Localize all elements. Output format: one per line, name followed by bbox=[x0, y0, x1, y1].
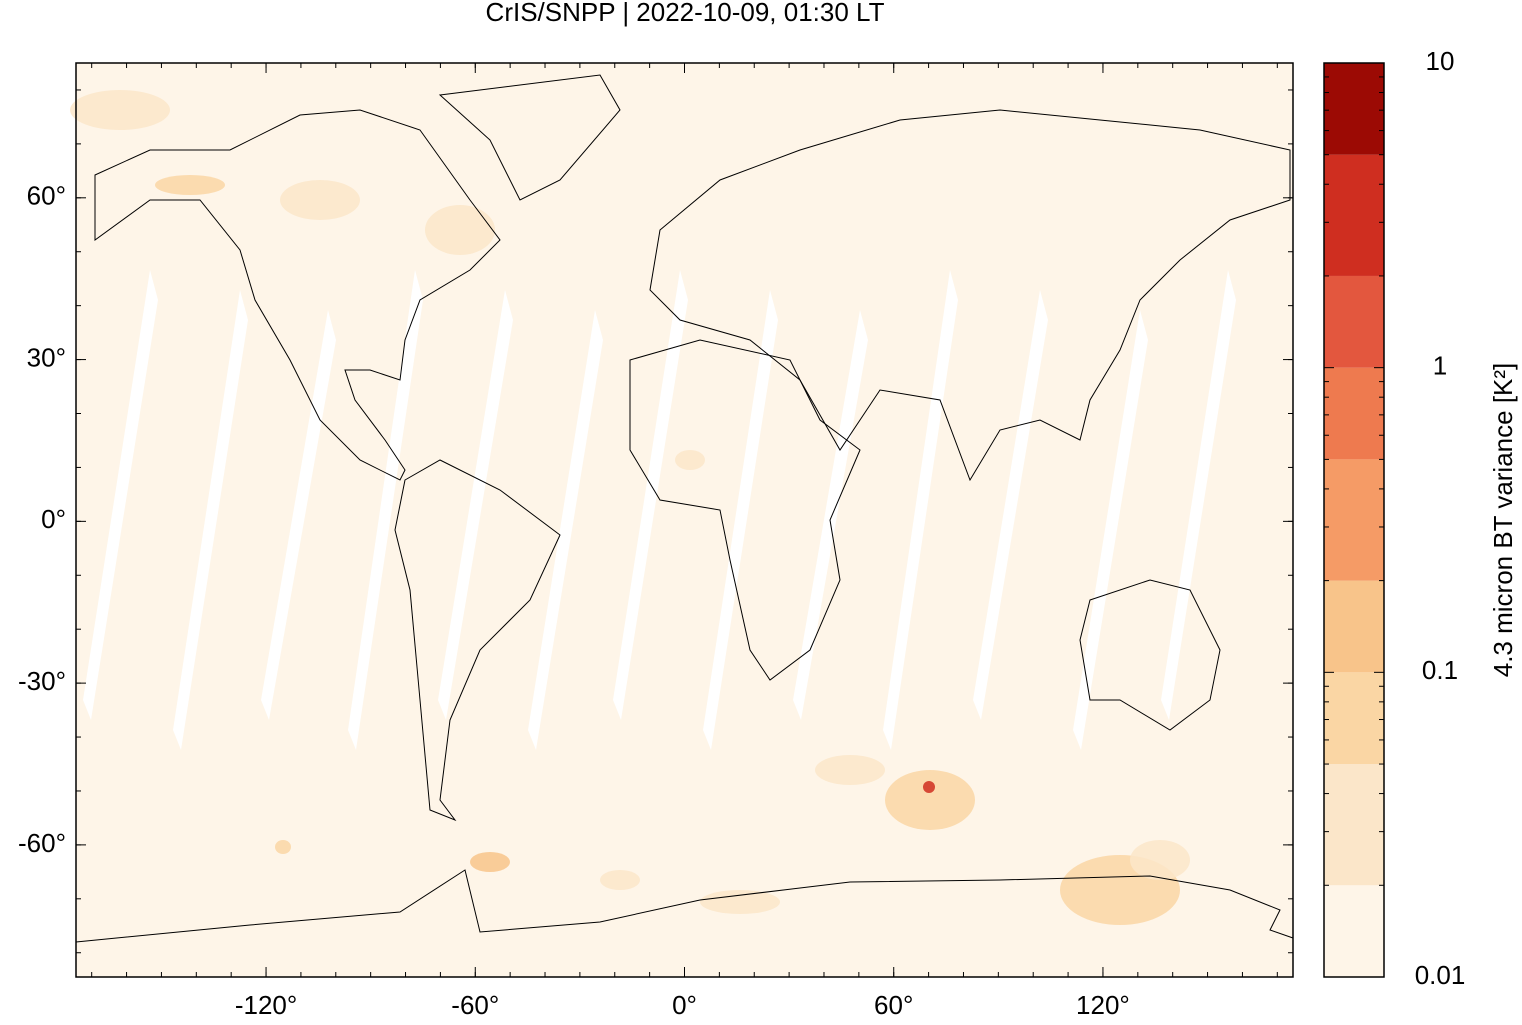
hot-spot bbox=[923, 781, 935, 793]
orbit-gap bbox=[883, 270, 958, 750]
colorbar: 0.01 0.1 1 10 bbox=[1323, 46, 1466, 990]
coastline bbox=[1079, 579, 1221, 731]
hot-spot bbox=[600, 870, 640, 890]
colorbar-tick-label: 10 bbox=[1426, 46, 1455, 76]
x-tick-label: -120° bbox=[235, 990, 297, 1020]
x-tick-label: 60° bbox=[874, 990, 913, 1020]
hot-spot bbox=[885, 770, 975, 830]
orbit-gap bbox=[348, 270, 423, 750]
map bbox=[70, 63, 1293, 977]
colorbar-label: 4.3 micron BT variance [K²] bbox=[1488, 363, 1518, 678]
coastline bbox=[394, 459, 561, 822]
orbit-gap bbox=[1161, 270, 1236, 720]
x-tick-label: 120° bbox=[1076, 990, 1130, 1020]
y-tick-label: 60° bbox=[27, 181, 66, 211]
colorbar-level bbox=[1324, 367, 1384, 460]
colorbar-level bbox=[1324, 580, 1384, 673]
colorbar-tick-label: 0.01 bbox=[1415, 960, 1466, 990]
orbit-gap bbox=[793, 310, 868, 720]
orbit-gap bbox=[173, 290, 248, 750]
colorbar-level bbox=[1324, 63, 1384, 155]
hot-spot bbox=[155, 175, 225, 195]
coastline bbox=[94, 109, 501, 481]
hot-spot bbox=[470, 852, 510, 872]
y-tick-label: 30° bbox=[27, 342, 66, 372]
colorbar-level bbox=[1324, 764, 1384, 886]
hot-spot bbox=[1130, 840, 1190, 880]
colorbar-level bbox=[1324, 885, 1384, 977]
orbit-gap bbox=[973, 290, 1048, 720]
hot-spot bbox=[280, 180, 360, 220]
x-tick-label: -60° bbox=[451, 990, 499, 1020]
colorbar-level bbox=[1324, 275, 1384, 368]
orbit-gap bbox=[528, 310, 603, 750]
colorbar-tick-label: 1 bbox=[1433, 351, 1447, 381]
coastline bbox=[75, 869, 1294, 943]
orbit-gap bbox=[1073, 310, 1148, 750]
orbit-gap bbox=[703, 290, 778, 750]
coastlines bbox=[75, 74, 1294, 943]
y-tick-label: -60° bbox=[18, 828, 66, 858]
x-tick-label: 0° bbox=[672, 990, 697, 1020]
coastline bbox=[438, 74, 621, 201]
orbit-gap bbox=[438, 290, 513, 720]
field-background bbox=[76, 63, 1293, 977]
orbit-gap bbox=[613, 270, 688, 720]
chart-title: CrIS/SNPP | 2022-10-09, 01:30 LT bbox=[486, 0, 885, 27]
hot-spot bbox=[700, 890, 780, 914]
y-tick-label: -30° bbox=[18, 666, 66, 696]
coastline bbox=[629, 339, 861, 681]
hot-spot bbox=[815, 755, 885, 785]
colorbar-level bbox=[1324, 154, 1384, 276]
orbit-gap bbox=[261, 310, 336, 720]
hot-spot bbox=[275, 840, 291, 854]
orbit-gap bbox=[83, 270, 158, 720]
axes: -120° -60° 0° 60° 120° 60° 30° 0° -30° -60° bbox=[18, 63, 1293, 1020]
colorbar-level bbox=[1324, 672, 1384, 765]
hot-spot bbox=[675, 450, 705, 470]
colorbar-tick-label: 0.1 bbox=[1422, 655, 1458, 685]
colorbar-level bbox=[1324, 459, 1384, 581]
hot-spot bbox=[425, 205, 495, 255]
hot-spot bbox=[70, 90, 170, 130]
y-tick-label: 0° bbox=[41, 504, 66, 534]
colorbar-frame bbox=[1323, 62, 1385, 978]
